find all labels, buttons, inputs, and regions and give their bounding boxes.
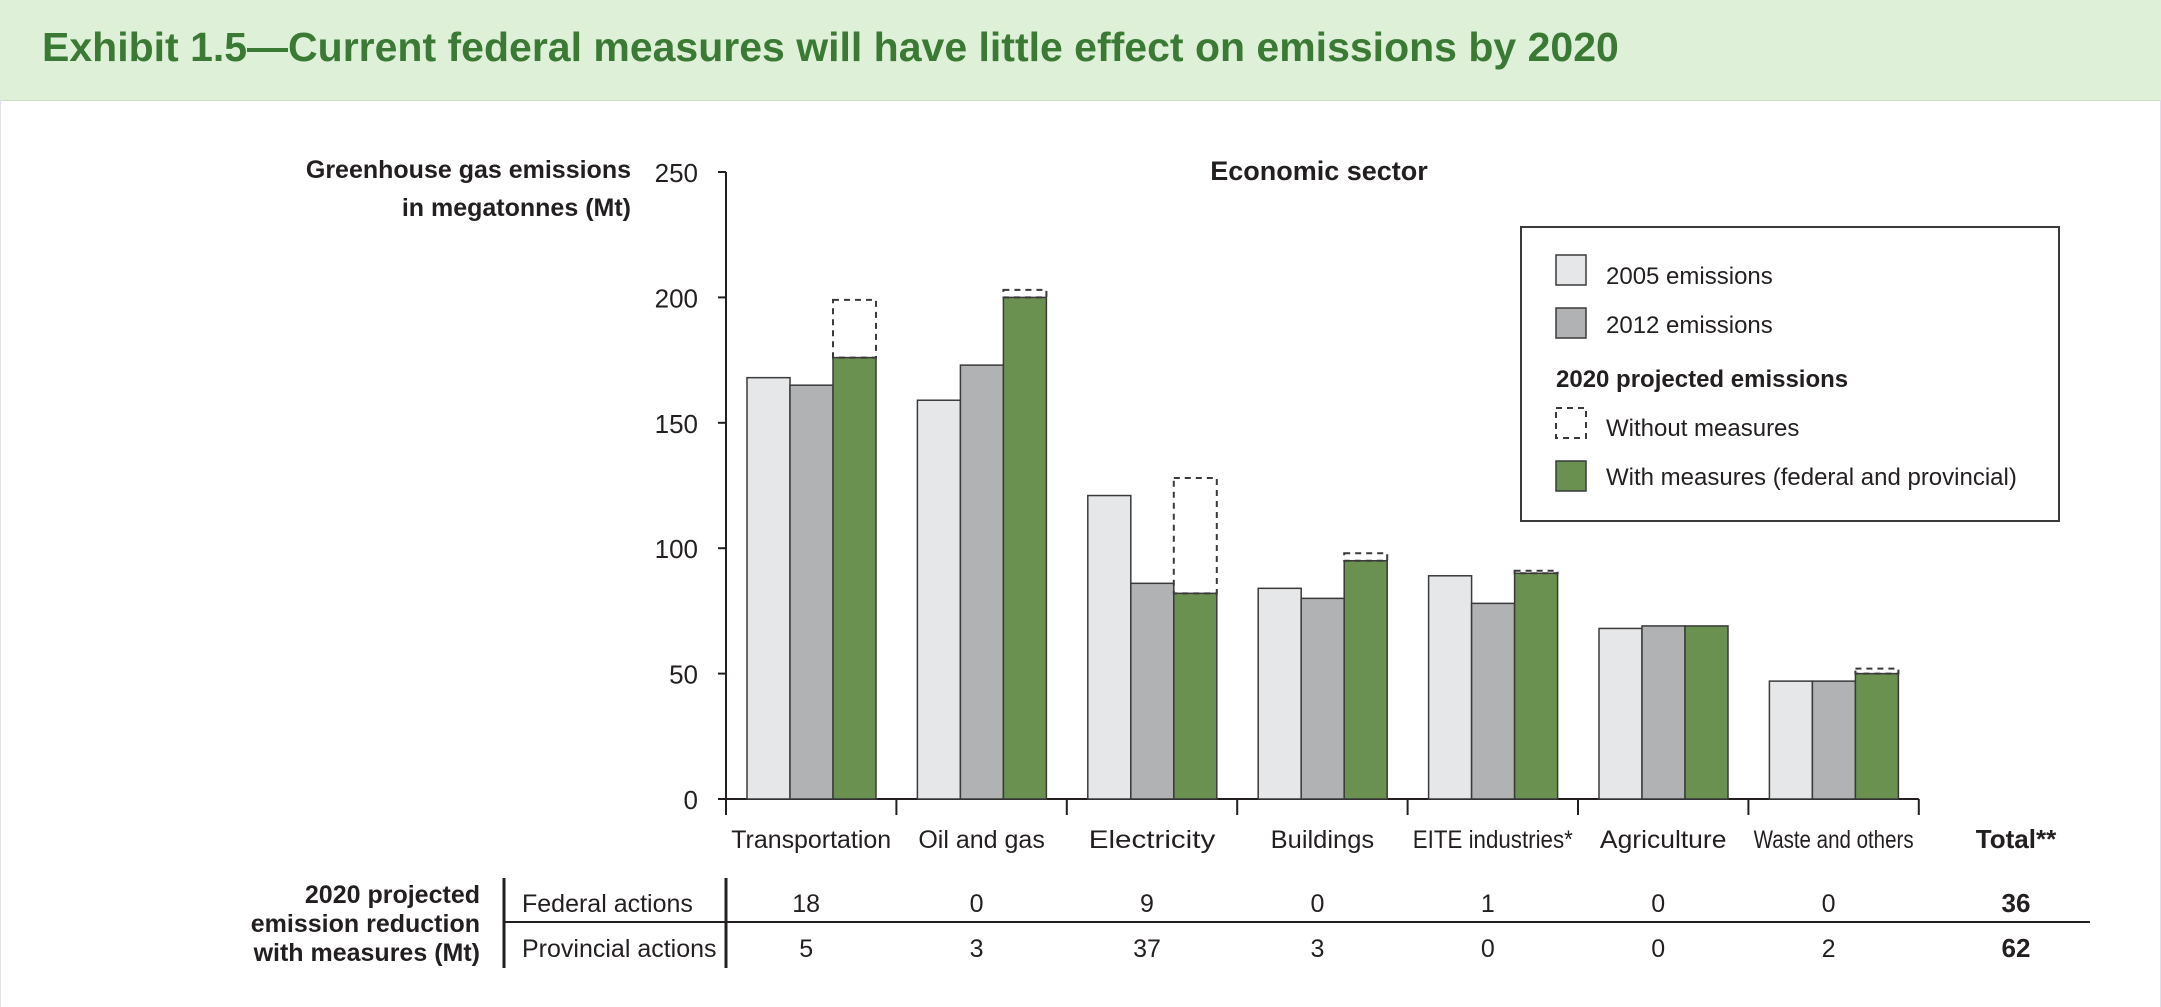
bar-2012 — [789, 384, 834, 800]
table-total: 62 — [2002, 933, 2031, 963]
legend-item: 2005 emissions — [1606, 263, 1773, 290]
bar-2005 — [1087, 494, 1132, 800]
table-cell: 9 — [1140, 890, 1154, 918]
category-label: Waste and others — [1754, 826, 1914, 854]
y-tick-label: 200 — [655, 283, 698, 313]
category-label: Transportation — [731, 826, 891, 854]
y-tick-label: 0 — [684, 785, 698, 815]
bar-without-measures — [1343, 552, 1389, 562]
bar-without-measures — [1002, 288, 1048, 299]
table-cell: 37 — [1133, 935, 1161, 963]
bar-with — [1854, 672, 1900, 800]
y-tick-label: 250 — [655, 158, 698, 188]
bar-2012 — [1811, 680, 1857, 800]
total-label: Total** — [1976, 824, 2057, 854]
table-row-label: Federal actions — [522, 890, 693, 918]
bar-2005 — [1768, 680, 1814, 800]
legend-item: With measures (federal and provincial) — [1606, 464, 2017, 491]
bar-with — [1173, 592, 1218, 800]
bar-without-measures — [1854, 667, 1900, 675]
table-cell: 0 — [1651, 935, 1665, 963]
legend-group-title: 2020 projected emissions — [1556, 366, 1848, 393]
legend-swatch-2012 — [1555, 307, 1587, 339]
legend-swatch-with — [1555, 460, 1587, 492]
bar-2005 — [916, 399, 962, 800]
bar-2005 — [746, 376, 791, 800]
table-row-header: 2020 projected — [305, 881, 480, 909]
table-cell: 3 — [970, 935, 984, 963]
category-label: Oil and gas — [918, 826, 1045, 854]
bar-2005 — [1427, 575, 1473, 800]
legend-item: 2012 emissions — [1606, 312, 1773, 339]
table-cell: 0 — [1651, 890, 1665, 918]
category-label: EITE industries* — [1413, 826, 1573, 854]
bar-2012 — [1470, 602, 1516, 800]
table-cell: 2 — [1822, 935, 1836, 963]
bar-without-measures — [1513, 569, 1559, 575]
y-tick-label: 150 — [655, 409, 698, 439]
table-row-label: Provincial actions — [522, 935, 717, 963]
legend-swatch-2005 — [1555, 254, 1587, 286]
legend-box — [1520, 226, 2060, 522]
legend-item: Without measures — [1606, 415, 1799, 442]
bar-with — [1343, 559, 1388, 800]
bar-2012 — [1130, 582, 1175, 800]
y-tick-label: 50 — [669, 660, 698, 690]
table-row-header: with measures (Mt) — [253, 939, 480, 967]
exhibit-title: Exhibit 1.5—Current federal measures wil… — [42, 24, 1619, 70]
table-cell: 0 — [970, 890, 984, 918]
legend-swatch-without — [1555, 407, 1587, 439]
bar-with — [1513, 572, 1559, 800]
table-cell: 3 — [1310, 935, 1324, 963]
table-total: 36 — [2002, 888, 2031, 918]
bar-with — [832, 356, 877, 800]
table-cell: 0 — [1822, 890, 1836, 918]
bar-2005 — [1598, 627, 1643, 800]
y-axis-label: Greenhouse gas emissions — [306, 156, 631, 184]
bar-2012 — [1641, 625, 1686, 800]
bar-without-measures — [832, 298, 877, 359]
chart-title: Economic sector — [1210, 156, 1428, 186]
table-cell: 5 — [799, 935, 813, 963]
table-cell: 0 — [1310, 890, 1324, 918]
bar-2005 — [1257, 587, 1302, 800]
y-axis-label: in megatonnes (Mt) — [402, 194, 631, 222]
table-cell: 18 — [792, 890, 820, 918]
bar-with — [1684, 625, 1729, 800]
category-label: Buildings — [1271, 826, 1375, 854]
exhibit-header: Exhibit 1.5—Current federal measures wil… — [0, 0, 2161, 101]
bar-with — [1002, 296, 1048, 800]
category-label: Electricity — [1089, 826, 1216, 854]
bar-without-measures — [1172, 476, 1218, 595]
table-row-header: emission reduction — [251, 910, 480, 938]
table-cell: 1 — [1481, 890, 1495, 918]
table-cell: 0 — [1481, 935, 1495, 963]
category-label: Agriculture — [1600, 826, 1727, 854]
bar-2012 — [959, 364, 1005, 800]
bar-2012 — [1300, 597, 1345, 800]
y-tick-label: 100 — [655, 534, 698, 564]
